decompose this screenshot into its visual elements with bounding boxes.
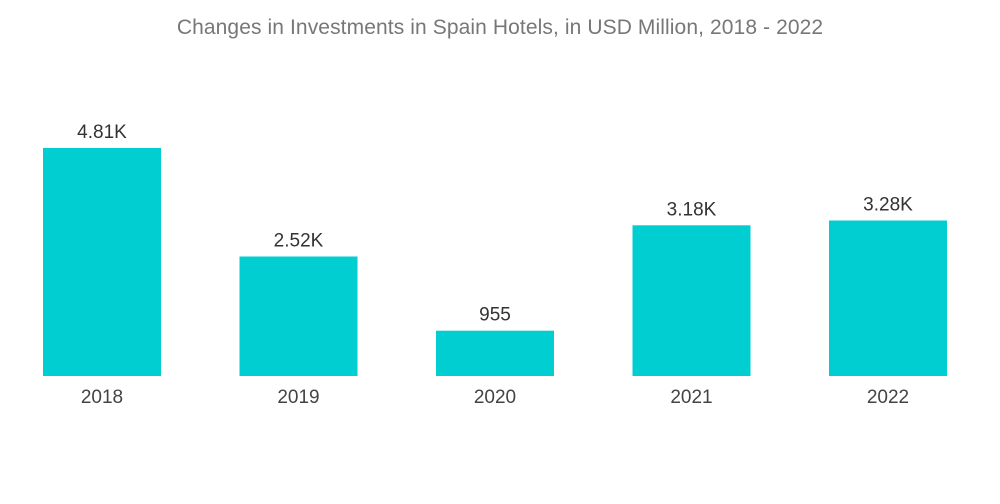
data-label-2020: 955 [479, 305, 511, 326]
x-tick-label-2020: 2020 [474, 387, 516, 408]
x-tick-label-2022: 2022 [867, 387, 909, 408]
x-tick-label-2021: 2021 [670, 387, 712, 408]
bar-2018 [43, 148, 161, 376]
bar-2020 [436, 330, 554, 376]
x-axis-ticks-layer: 2018 2019 2020 2021 2022 [81, 387, 909, 408]
x-tick-label-2019: 2019 [277, 387, 319, 408]
bar-2021 [632, 225, 751, 376]
data-labels-layer: 4.81K 2.52K 955 3.18K 3.28K [77, 122, 913, 326]
bar-2019 [239, 256, 358, 376]
data-label-2018: 4.81K [77, 122, 127, 143]
chart-title: Changes in Investments in Spain Hotels, … [176, 16, 824, 39]
bars-layer [43, 148, 947, 376]
data-label-2019: 2.52K [274, 231, 324, 252]
data-label-2022: 3.28K [863, 195, 913, 216]
x-tick-label-2018: 2018 [81, 387, 123, 408]
bar-2022 [829, 220, 947, 376]
data-label-2021: 3.18K [667, 199, 717, 220]
